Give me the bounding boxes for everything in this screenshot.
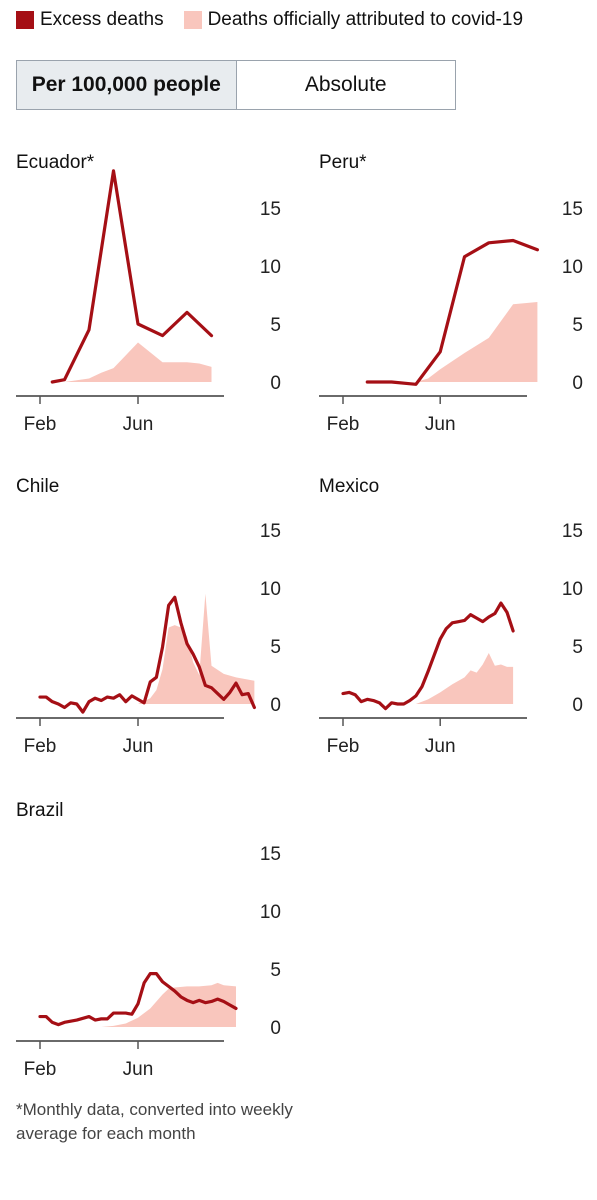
y-tick-label-ecuador: 5: [270, 315, 281, 336]
y-tick-label-ecuador: 15: [260, 199, 281, 220]
excess-deaths-line-brazil: [38, 972, 238, 1027]
x-tick-label-ecuador: Jun: [123, 414, 154, 435]
y-tick-label-chile: 5: [270, 637, 281, 658]
chart-title-chile: Chile: [16, 476, 59, 497]
chart-title-mexico: Mexico: [319, 476, 379, 497]
legend-label-official: Deaths officially attributed to covid-19: [207, 9, 524, 30]
excess-deaths-line-chile: [38, 595, 256, 714]
toggle-per-100k-button[interactable]: Per 100,000 people: [17, 61, 237, 109]
y-tick-label-mexico: 5: [572, 637, 583, 658]
official-deaths-area-mexico: [415, 652, 514, 704]
y-tick-label-mexico: 0: [572, 695, 583, 716]
official-deaths-area-chile: [138, 593, 255, 704]
legend-item-official: Deaths officially attributed to covid-19: [183, 9, 524, 31]
official-deaths-area-ecuador: [64, 342, 212, 382]
units-toggle: Per 100,000 people Absolute: [16, 60, 456, 110]
y-tick-label-peru: 15: [562, 199, 583, 220]
legend-swatch-excess: [16, 11, 34, 29]
y-tick-label-mexico: 10: [562, 579, 583, 600]
legend-swatch-official: [183, 11, 202, 29]
chart-title-brazil: Brazil: [16, 800, 64, 821]
x-tick-label-peru: Jun: [425, 414, 456, 435]
excess-deaths-line-ecuador: [50, 169, 214, 384]
toggle-absolute-button[interactable]: Absolute: [304, 73, 387, 96]
legend-item-excess: Excess deaths: [16, 9, 164, 31]
y-tick-label-peru: 0: [572, 373, 583, 394]
y-tick-label-brazil: 15: [260, 844, 281, 865]
y-tick-label-peru: 5: [572, 315, 583, 336]
y-tick-label-brazil: 10: [260, 902, 281, 923]
x-tick-label-peru: Feb: [327, 414, 360, 435]
y-tick-label-ecuador: 0: [270, 373, 281, 394]
chart-title-peru: Peru*: [319, 152, 367, 173]
x-tick-label-chile: Feb: [24, 736, 57, 757]
official-deaths-area-brazil: [101, 982, 236, 1027]
x-tick-label-chile: Jun: [123, 736, 154, 757]
y-tick-label-chile: 10: [260, 579, 281, 600]
excess-deaths-line-mexico: [341, 601, 515, 711]
y-tick-label-chile: 0: [270, 695, 281, 716]
y-tick-label-ecuador: 10: [260, 257, 281, 278]
x-tick-label-ecuador: Feb: [24, 414, 57, 435]
y-tick-label-brazil: 5: [270, 960, 281, 981]
x-tick-label-brazil: Jun: [123, 1059, 154, 1080]
x-tick-label-brazil: Feb: [24, 1059, 57, 1080]
x-tick-label-mexico: Jun: [425, 736, 456, 757]
legend-label-excess: Excess deaths: [40, 9, 164, 30]
official-deaths-area-peru: [415, 301, 538, 382]
legend: Excess deaths Deaths officially attribut…: [16, 6, 543, 34]
y-tick-label-peru: 10: [562, 257, 583, 278]
y-tick-label-brazil: 0: [270, 1018, 281, 1039]
footnote: *Monthly data, converted into weekly ave…: [16, 1100, 293, 1143]
y-tick-label-mexico: 15: [562, 521, 583, 542]
x-tick-label-mexico: Feb: [327, 736, 360, 757]
chart-title-ecuador: Ecuador*: [16, 152, 95, 173]
excess-deaths-line-peru: [365, 238, 539, 386]
y-tick-label-chile: 15: [260, 521, 281, 542]
